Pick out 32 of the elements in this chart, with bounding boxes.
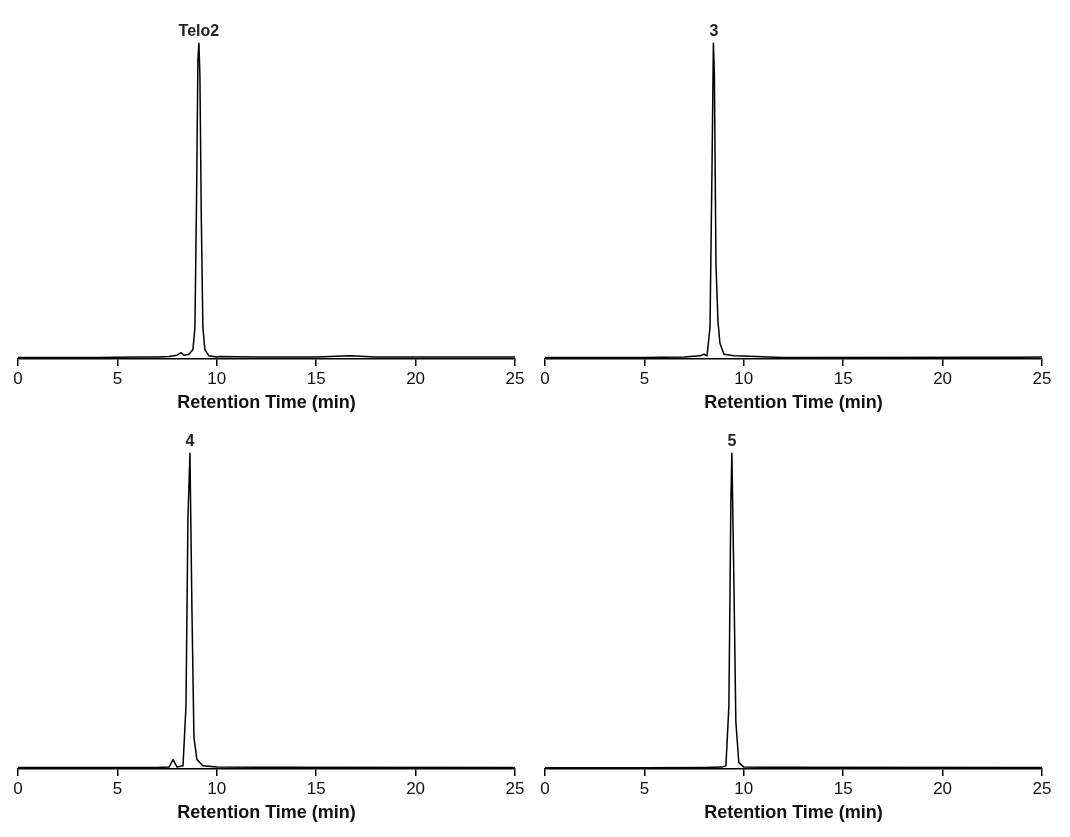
x-axis-title: Retention Time (min) <box>704 802 883 823</box>
x-tick-label: 25 <box>1032 778 1052 798</box>
x-tick-label: 25 <box>1032 368 1052 388</box>
x-tick-label: 10 <box>734 778 754 798</box>
x-axis-title: Retention Time (min) <box>177 802 356 823</box>
x-tick-label: 15 <box>306 778 326 798</box>
annotation: 4 <box>185 431 195 449</box>
x-tick-label: 0 <box>13 778 23 798</box>
x-tick-label: 15 <box>833 778 853 798</box>
x-tick-label: 15 <box>833 368 853 388</box>
x-tick-label: 25 <box>505 368 525 388</box>
x-tick-label: 0 <box>13 368 23 388</box>
annotation: 3 <box>709 21 719 39</box>
x-tick-label: 20 <box>933 778 953 798</box>
x-tick-label: 0 <box>540 368 550 388</box>
annotation: 5 <box>727 431 737 449</box>
x-tick-label: 15 <box>306 368 326 388</box>
x-tick-label: 20 <box>933 368 953 388</box>
x-tick-label: 25 <box>505 778 525 798</box>
x-tick-label: 10 <box>207 778 227 798</box>
x-axis-title: Retention Time (min) <box>704 392 883 413</box>
annotation: Telo2 <box>178 21 220 39</box>
x-tick-label: 10 <box>207 368 227 388</box>
x-tick-label: 5 <box>639 368 650 388</box>
x-tick-label: 5 <box>639 778 650 798</box>
x-tick-label: 5 <box>112 368 123 388</box>
x-tick-label: 20 <box>406 368 426 388</box>
x-axis-title: Retention Time (min) <box>177 392 356 413</box>
x-tick-label: 0 <box>540 778 550 798</box>
x-tick-label: 5 <box>112 778 123 798</box>
x-tick-label: 10 <box>734 368 754 388</box>
x-tick-label: 20 <box>406 778 426 798</box>
